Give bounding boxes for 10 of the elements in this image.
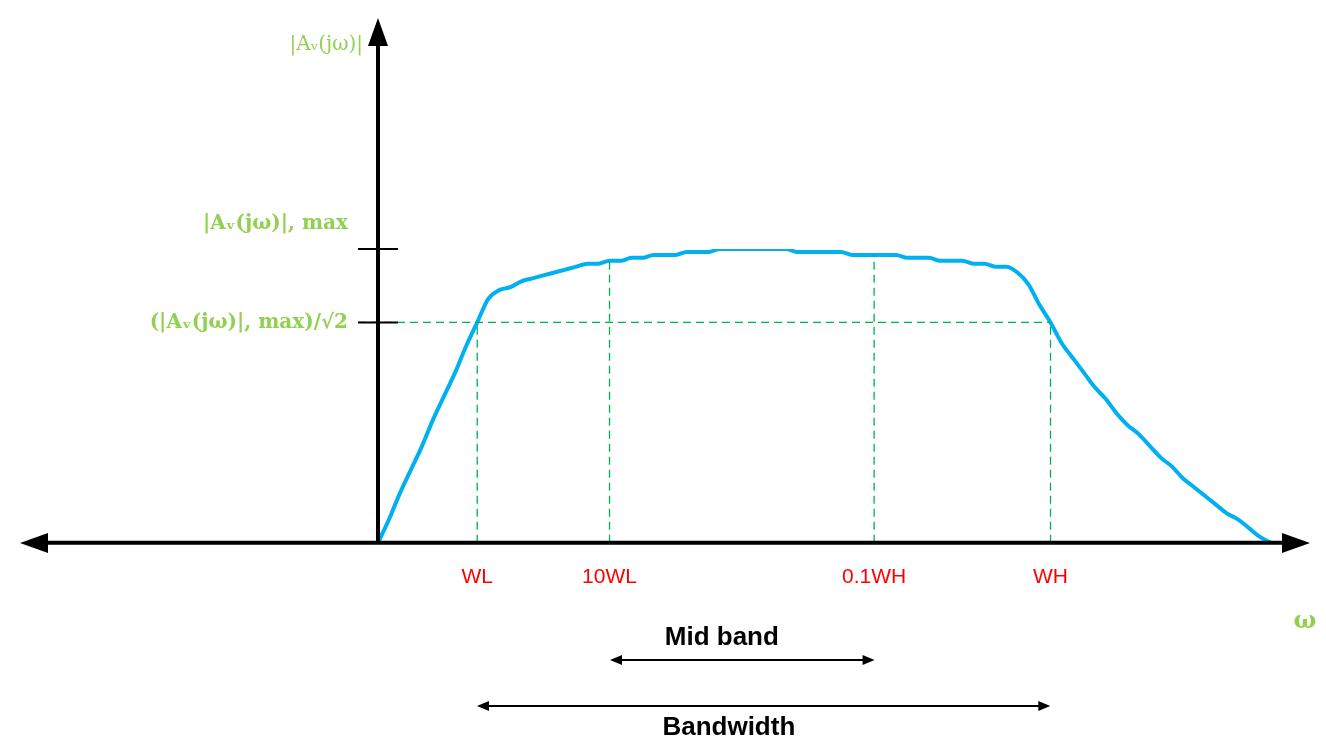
ref-line-label: (|Aᵥ(jω)|, max)/√2 <box>149 308 348 333</box>
x-tick-label: WL <box>461 564 493 588</box>
text: Mid band <box>664 621 779 652</box>
text: Bandwidth <box>662 711 796 742</box>
x-tick-label: WH <box>1033 564 1069 588</box>
text: |Aᵥ(jω)| <box>289 31 363 57</box>
x-axis-title: ω <box>1293 605 1317 635</box>
x-tick-label: 10WL <box>582 564 637 588</box>
text: |Aᵥ(jω)|, max <box>202 210 350 235</box>
x-tick-label: 0.1WH <box>842 564 907 588</box>
